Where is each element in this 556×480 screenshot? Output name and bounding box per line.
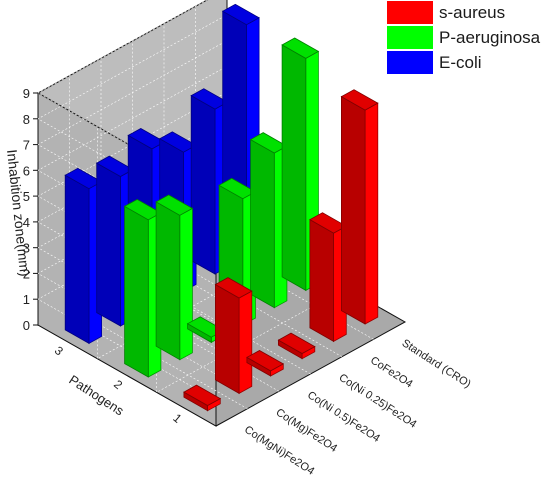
- y-tick-label: 0: [23, 318, 30, 333]
- bar-s-aureus-5: [309, 212, 348, 343]
- bar-side-p-aeruginosa-2: [155, 201, 181, 361]
- bar-front-s-aureus-6: [364, 102, 379, 325]
- legend-label-p-aeruginosa: P-aeruginosa: [439, 27, 541, 47]
- bar-side-p-aeruginosa-5: [250, 138, 275, 309]
- legend: s-aureus P-aeruginosa E-coli: [387, 0, 555, 75]
- y-tick-label: 4: [23, 215, 30, 230]
- bar-p-aeruginosa-5: [249, 132, 288, 309]
- bar-top-s-aureus-4: [277, 332, 316, 354]
- pathogen-tick-label: 2: [111, 377, 125, 392]
- legend-label-e-coli: E-coli: [439, 52, 482, 72]
- bar-top-p-aeruginosa-2: [155, 194, 194, 216]
- y-tick-label: 7: [23, 138, 30, 153]
- bar-side-e-coli-5: [190, 94, 216, 275]
- bar-side-s-aureus-2: [214, 283, 240, 395]
- bar-s-aureus-4: [277, 332, 316, 360]
- y-tick-label: 9: [23, 86, 30, 101]
- y-tick-label: 3: [23, 241, 30, 256]
- bar-side-s-aureus-6: [340, 95, 366, 325]
- y-tick-label: 5: [23, 189, 30, 204]
- legend-label-s-aureus: s-aureus: [439, 2, 506, 22]
- bar-p-aeruginosa-1: [123, 198, 162, 378]
- legend-item-p-aeruginosa: P-aeruginosa: [387, 25, 555, 50]
- bar-side-p-aeruginosa-1: [124, 205, 149, 378]
- y-tick-label: 6: [23, 163, 30, 178]
- bar-e-coli-1: [64, 167, 103, 345]
- pathogen-tick-label: 1: [170, 411, 184, 426]
- category-tick-label: CoFe2O4: [368, 354, 415, 390]
- legend-item-s-aureus: s-aureus: [387, 0, 555, 25]
- bar-side-s-aureus-5: [309, 218, 335, 343]
- bar-top-s-aureus-1: [183, 384, 222, 406]
- pathogen-tick-label: 3: [52, 343, 66, 358]
- legend-swatch-e-coli: [387, 51, 433, 74]
- bar-s-aureus-2: [214, 277, 253, 395]
- legend-item-e-coli: E-coli: [387, 50, 555, 75]
- y-tick-label: 1: [23, 292, 30, 307]
- y-tick-label: 2: [23, 266, 30, 281]
- bar-top-s-aureus-3: [246, 350, 285, 372]
- bar-top-s-aureus-2: [214, 277, 253, 299]
- bar-p-aeruginosa-2: [155, 194, 194, 361]
- bar-s-aureus-6: [340, 89, 379, 325]
- bar-top-s-aureus-6: [340, 89, 379, 111]
- bar-side-e-coli-1: [64, 174, 90, 345]
- bars: [64, 3, 379, 412]
- bar-side-p-aeruginosa-6: [281, 44, 307, 292]
- bar-top-p-aeruginosa-6: [281, 37, 320, 59]
- bar-front-p-aeruginosa-2: [179, 207, 193, 361]
- bar-side-e-coli-2: [96, 162, 121, 327]
- y-tick-label: 8: [23, 112, 30, 127]
- bar-s-aureus-1: [183, 384, 222, 412]
- bar-top-e-coli-6: [221, 3, 260, 26]
- bar-front-s-aureus-2: [238, 290, 253, 395]
- legend-swatch-s-aureus: [387, 1, 433, 24]
- bar-s-aureus-3: [246, 350, 285, 377]
- legend-swatch-p-aeruginosa: [387, 26, 433, 49]
